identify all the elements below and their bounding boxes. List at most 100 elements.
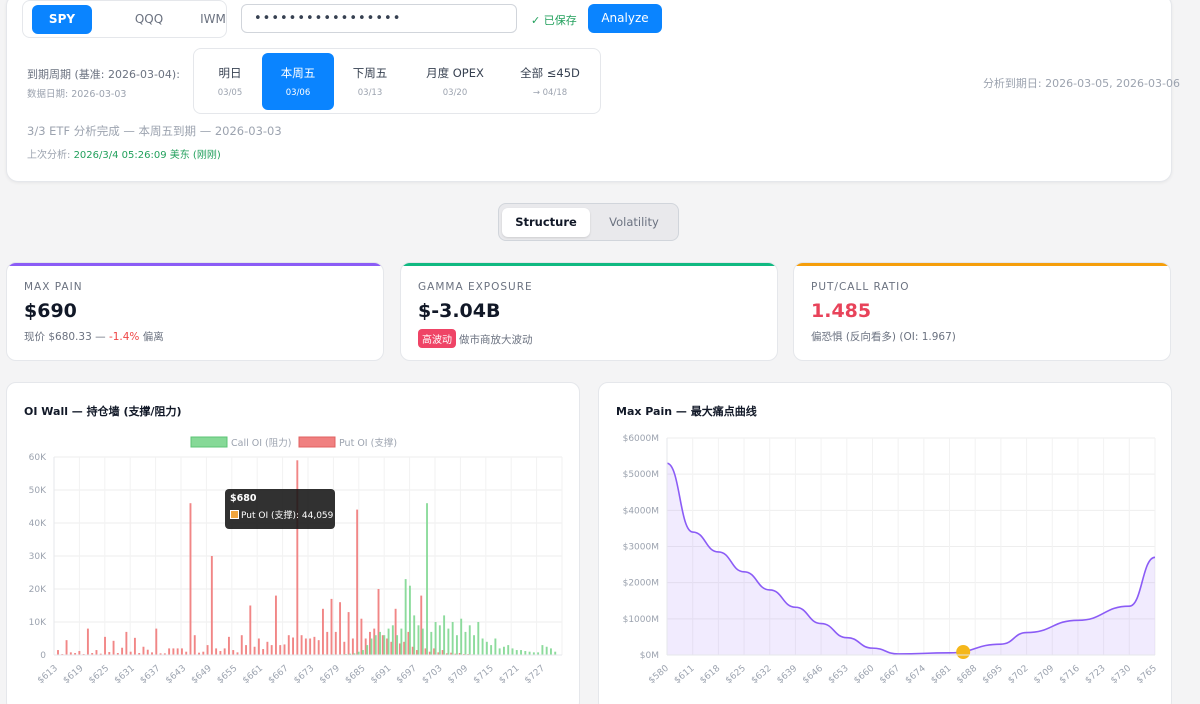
ticker-iwm-button[interactable]: IWM <box>200 12 226 26</box>
x-tick-label: $625 <box>87 664 111 686</box>
put-oi-bar <box>351 638 354 655</box>
deviation-label: 偏离 <box>139 331 164 343</box>
volatility-badge: 高波动 <box>418 329 456 348</box>
expiry-this-friday-button[interactable]: 本周五 03/06 <box>262 53 334 110</box>
put-oi-bar <box>215 648 218 655</box>
call-oi-bar <box>541 645 544 655</box>
put-oi-bar <box>304 638 307 655</box>
put-oi-bar <box>386 638 389 655</box>
call-oi-bar <box>353 653 356 655</box>
put-oi-bar <box>296 460 299 655</box>
expiry-monthly-opex-button[interactable]: 月度 OPEX 03/20 <box>414 53 496 110</box>
x-tick-label: $632 <box>750 664 774 686</box>
ticker-qqq-button[interactable]: QQQ <box>134 12 164 26</box>
put-oi-bar <box>411 646 414 655</box>
tab-structure[interactable]: Structure <box>502 208 590 237</box>
call-oi-bar <box>413 615 416 655</box>
call-oi-bar <box>507 645 510 655</box>
put-oi-bar <box>86 628 89 655</box>
card-accent-bar <box>794 263 1170 266</box>
expiry-tomorrow-button[interactable]: 明日 03/05 <box>198 53 262 110</box>
y-tick-label: 50K <box>29 486 47 496</box>
call-oi-bar <box>481 638 484 655</box>
put-oi-bar <box>274 595 277 655</box>
x-tick-label: $697 <box>395 664 419 686</box>
last-analysis-label: 上次分析: <box>27 150 74 161</box>
metric-value: $-3.04B <box>418 300 501 322</box>
y-tick-label: $4000M <box>623 506 659 516</box>
put-oi-bar <box>454 653 457 655</box>
y-tick-label: 40K <box>29 519 47 529</box>
call-oi-bar <box>387 628 390 655</box>
put-oi-bar <box>108 652 111 655</box>
x-tick-label: $631 <box>113 664 137 686</box>
expiry-next-friday-button[interactable]: 下周五 03/13 <box>338 53 402 110</box>
x-tick-label: $679 <box>318 663 342 686</box>
call-oi-bar <box>537 652 540 655</box>
y-tick-label: $0M <box>640 651 659 661</box>
put-oi-bar <box>74 653 77 655</box>
expiry-date: 03/06 <box>285 88 311 98</box>
y-tick-label: 30K <box>29 552 47 562</box>
put-oi-bar <box>313 636 316 655</box>
x-tick-label: $765 <box>1135 664 1159 686</box>
x-tick-label: $688 <box>955 663 979 686</box>
expiry-all-45d-button[interactable]: 全部 ≤45D → 04/18 <box>510 53 590 110</box>
x-tick-label: $721 <box>497 664 521 686</box>
put-oi-bar <box>138 653 141 655</box>
put-oi-bar <box>163 653 166 655</box>
call-oi-bar <box>545 646 548 655</box>
metric-subtext: 偏恐惧 (反向看多) (OI: 1.967) <box>811 331 956 343</box>
expiry-label: 到期周期 (基准: 2026-03-04): <box>27 68 180 81</box>
put-oi-bar <box>326 631 329 655</box>
api-key-input[interactable]: ••••••••••••••••• <box>241 4 517 33</box>
put-oi-bar <box>142 646 145 655</box>
put-oi-bar <box>416 650 418 655</box>
call-oi-bar <box>374 635 377 655</box>
put-oi-bar <box>441 650 444 655</box>
call-oi-bar <box>451 622 454 655</box>
call-oi-bar <box>430 631 433 655</box>
put-oi-bar <box>129 651 132 655</box>
tab-volatility[interactable]: Volatility <box>609 215 659 229</box>
put-oi-bar <box>287 635 290 655</box>
call-oi-bar <box>396 635 399 655</box>
x-tick-label: $674 <box>904 663 928 686</box>
put-oi-bar <box>57 650 59 655</box>
put-oi-bar <box>437 652 440 655</box>
call-oi-bar <box>408 585 411 655</box>
put-oi-bar <box>403 641 406 655</box>
max-pain-point <box>956 645 971 659</box>
call-oi-bar <box>464 631 467 655</box>
put-oi-bar <box>227 636 230 655</box>
call-oi-bar <box>515 650 518 655</box>
put-oi-bar <box>223 648 226 655</box>
put-oi-bar <box>65 640 68 655</box>
put-oi-bar <box>322 608 324 655</box>
expiry-title: 月度 OPEX <box>426 66 484 80</box>
put-oi-bar <box>279 645 282 655</box>
call-oi-bar <box>494 638 497 655</box>
legend-put-swatch <box>298 436 336 448</box>
tooltip-swatch <box>230 510 239 519</box>
put-oi-bar <box>168 648 171 655</box>
call-oi-bar <box>485 641 488 655</box>
put-oi-bar <box>390 641 393 655</box>
x-tick-label: $643 <box>164 664 188 686</box>
put-oi-bar <box>125 631 128 655</box>
tooltip-row: Put OI (支撑): 44,059 <box>230 508 333 521</box>
ticker-spy-button[interactable]: SPY <box>32 5 92 34</box>
deviation-percent: -1.4% <box>108 331 140 343</box>
put-oi-bar <box>458 653 461 655</box>
expiry-selector: 明日 03/05 本周五 03/06 下周五 03/13 月度 OPEX 03/… <box>193 48 601 114</box>
x-tick-label: $580 <box>647 663 671 686</box>
put-oi-bar <box>377 589 380 655</box>
call-oi-bar <box>366 645 369 655</box>
analyze-button[interactable]: Analyze <box>588 4 662 33</box>
put-oi-bar <box>356 509 359 655</box>
x-tick-label: $655 <box>215 664 239 686</box>
put-oi-bar <box>445 653 448 655</box>
y-tick-label: 60K <box>29 453 47 463</box>
call-oi-bar <box>554 651 557 655</box>
call-oi-bar <box>502 646 505 655</box>
